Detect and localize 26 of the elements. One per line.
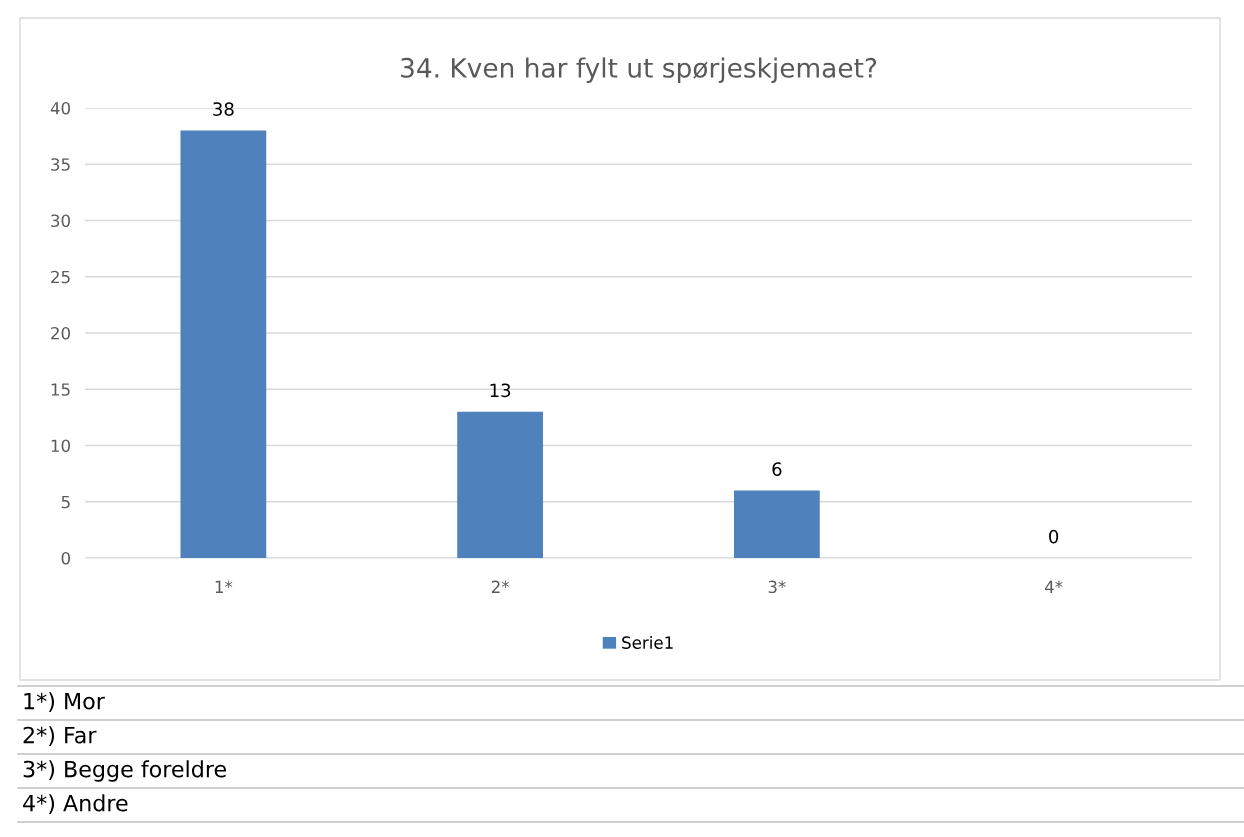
bar (457, 411, 544, 558)
x-tick-label: 3* (768, 580, 786, 594)
x-tick-label: 4* (1044, 580, 1063, 593)
legend-label: Serie1 (622, 636, 673, 649)
x-tick-label: 2* (491, 580, 510, 593)
data-label: 6 (772, 462, 782, 476)
y-tick-label: 0 (61, 551, 70, 565)
y-tick-label: 10 (51, 439, 70, 453)
bar (733, 490, 820, 558)
x-tick-label: 1* (215, 580, 233, 593)
text: 3*) Begge foreldre (23, 760, 226, 782)
text: 2*) Far (23, 726, 97, 747)
y-tick-label: 20 (51, 326, 70, 340)
y-tick-label: 40 (50, 101, 70, 115)
y-tick-label: 25 (51, 270, 70, 284)
data-label: 13 (490, 383, 511, 398)
y-tick-label: 15 (51, 383, 70, 396)
y-tick-label: 35 (51, 158, 70, 171)
y-tick-label: 5 (61, 495, 70, 509)
data-label: 38 (213, 102, 234, 116)
y-tick-label: 30 (51, 214, 70, 228)
bar (180, 130, 267, 558)
chart-title: 34. Kven har fylt ut spørjeskjemaet? (401, 57, 877, 83)
text: 4*) Andre (23, 794, 128, 815)
data-label: 0 (1049, 529, 1059, 544)
text: 1*) Mor (24, 692, 105, 713)
